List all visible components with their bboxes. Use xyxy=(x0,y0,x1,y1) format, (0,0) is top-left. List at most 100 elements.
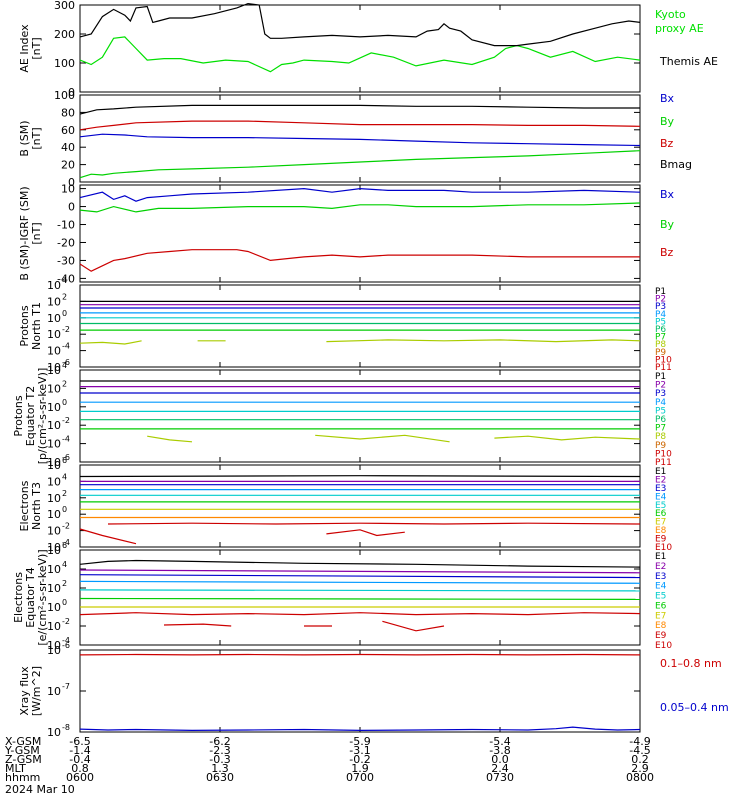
tick-label-base: 10 xyxy=(47,401,61,414)
series-line-e8-seg1 xyxy=(164,624,231,626)
y-axis-label: [nT] xyxy=(30,127,43,149)
ephemeris-table: X-GSM-6.5-6.2-5.9-5.4-4.9Y-GSM-1.4-2.3-3… xyxy=(4,735,654,796)
tick-label-base: 10 xyxy=(47,492,61,505)
series-line-p8-seg0 xyxy=(80,341,142,344)
series-line-e5 xyxy=(80,590,640,591)
tick-label-base: 10 xyxy=(47,685,61,698)
y-tick-label: 100 xyxy=(54,89,75,102)
series-line-e2 xyxy=(80,570,640,573)
tick-label-base: 10 xyxy=(47,726,61,739)
tick-label-base: 10 xyxy=(47,644,61,657)
y-axis-label: [nT] xyxy=(30,222,43,244)
tick-label-base: 10 xyxy=(47,312,61,325)
y-tick-label: 300 xyxy=(54,0,75,12)
y-axis-label: North T3 xyxy=(30,482,43,530)
series-line-p8-seg2 xyxy=(494,436,640,440)
tick-label-base: 10 xyxy=(47,563,61,576)
panel-frame xyxy=(80,185,640,282)
y-tick-label: 10-4 xyxy=(47,435,70,451)
y-tick-label: 40 xyxy=(61,141,75,154)
y-tick-label: -30 xyxy=(57,254,75,267)
tick-label-exponent: 4 xyxy=(62,472,67,481)
tick-label-base: 10 xyxy=(47,601,61,614)
tick-label-exponent: 4 xyxy=(62,276,67,285)
tick-label-exponent: -2 xyxy=(62,325,70,334)
legend-label: Bz xyxy=(660,246,674,259)
series-line-by xyxy=(80,151,640,178)
series-line-bx xyxy=(80,189,640,202)
legend-label: E7 xyxy=(655,611,666,621)
tick-label-exponent: -2 xyxy=(62,617,70,626)
series-line-e3 xyxy=(80,575,640,578)
tick-label-base: 10 xyxy=(47,582,61,595)
series-line-bmag xyxy=(80,105,640,114)
tick-label-exponent: 4 xyxy=(62,361,67,370)
y-tick-label: 10-2 xyxy=(47,522,70,538)
series-line-e8-seg0 xyxy=(80,613,640,615)
legend-label: 0.1–0.8 nm xyxy=(660,657,722,670)
tick-label-exponent: -2 xyxy=(62,416,70,425)
tick-label-exponent: -7 xyxy=(62,682,70,691)
tick-label-exponent: 0 xyxy=(62,398,67,407)
y-tick-label: 0 xyxy=(68,201,75,214)
tick-label-exponent: 0 xyxy=(62,505,67,514)
series-line-e1 xyxy=(80,476,640,477)
legend-label: E4 xyxy=(655,582,667,592)
legend-label: E6 xyxy=(655,601,667,611)
tick-label-base: 10 xyxy=(47,328,61,341)
tick-label-base: 10 xyxy=(47,525,61,538)
y-axis-label: [nT] xyxy=(30,37,43,59)
y-tick-label: 80 xyxy=(61,106,75,119)
y-tick-label: 10-4 xyxy=(47,342,70,358)
series-line-e9-seg1 xyxy=(80,529,136,544)
legend-label: Bx xyxy=(660,92,675,105)
series-line-bz xyxy=(80,121,640,130)
y-tick-label: 10-7 xyxy=(47,682,70,698)
series-line-e8-seg3 xyxy=(382,621,444,631)
tick-label-base: 10 xyxy=(47,544,61,557)
y-tick-label: 10-8 xyxy=(47,723,70,739)
legend-label: E9 xyxy=(655,631,667,641)
y-axis-label: North T1 xyxy=(30,302,43,350)
tick-label-exponent: 4 xyxy=(62,560,67,569)
legend-label: Themis AE xyxy=(659,55,718,68)
series-line-bz xyxy=(80,250,640,272)
series-line-p8-seg2 xyxy=(326,340,640,342)
tick-label-base: 10 xyxy=(47,620,61,633)
series-line-e4 xyxy=(80,581,640,583)
tick-label-exponent: 6 xyxy=(62,456,67,465)
ephemeris-value: 0800 xyxy=(626,771,654,784)
legend-label: 0.05–0.4 nm xyxy=(660,701,729,714)
series-line-e9-seg0 xyxy=(108,523,640,524)
ephemeris-date: 2024 Mar 10 xyxy=(5,783,75,796)
tick-label-exponent: -4 xyxy=(62,435,70,444)
legend-label: Bz xyxy=(660,137,674,150)
tick-label-base: 10 xyxy=(47,364,61,377)
y-tick-label: 60 xyxy=(61,124,75,137)
tick-label-base: 10 xyxy=(47,419,61,432)
tick-label-base: 10 xyxy=(47,382,61,395)
tick-label-exponent: 2 xyxy=(62,379,67,388)
y-axis-label: [p/(cm²-s-sr-keV)] xyxy=(36,368,49,465)
panel-frame xyxy=(80,285,640,367)
tick-label-exponent: 2 xyxy=(62,292,67,301)
legend-label: E2 xyxy=(655,562,666,572)
tick-label-base: 10 xyxy=(47,459,61,472)
ephemeris-value: 0630 xyxy=(206,771,234,784)
y-axis-label: [W/m^2] xyxy=(30,666,43,716)
legend-label: By xyxy=(660,115,675,128)
y-tick-label: -20 xyxy=(57,236,75,249)
legend-label: E5 xyxy=(655,592,666,602)
legend-label: E3 xyxy=(655,572,666,582)
legend-label: E10 xyxy=(655,641,672,651)
